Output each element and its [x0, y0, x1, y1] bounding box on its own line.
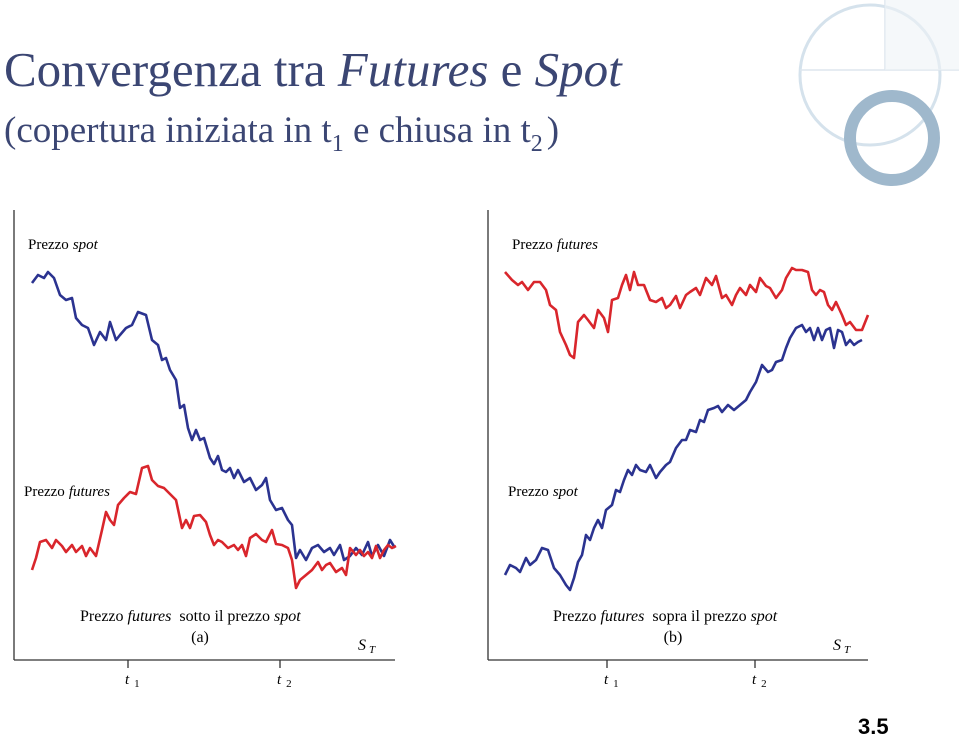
subtitle-text: (copertura iniziata in t: [4, 110, 332, 151]
panel-tag: (a): [191, 629, 209, 646]
curve-label: Prezzo spot: [508, 484, 579, 500]
label-em: spot: [553, 484, 579, 500]
caption-em: futures: [128, 608, 172, 625]
caption-text: sotto il prezzo: [179, 608, 270, 625]
caption: Prezzo futures sotto il prezzo spot: [80, 608, 301, 625]
subtitle-text: e chiusa in t: [353, 110, 531, 151]
end-sub: T: [369, 644, 376, 656]
label-text: Prezzo: [512, 237, 553, 253]
tick-sub: 1: [134, 678, 140, 690]
panel-b-shapes: [487, 210, 870, 668]
futures-curve: [504, 266, 870, 360]
page-number: 3.5: [858, 714, 889, 737]
spot-curve: [503, 323, 863, 592]
end-main: S: [358, 637, 366, 654]
caption: Prezzo futures sopra il prezzo spot: [553, 608, 778, 625]
spot-curve: [30, 270, 397, 562]
panel-tag: (b): [664, 629, 683, 646]
caption-text: Prezzo: [80, 608, 124, 625]
title-text: e: [501, 42, 523, 97]
tick-sub: 2: [761, 678, 767, 690]
caption-text: Prezzo: [553, 608, 597, 625]
tick-main: t: [125, 672, 130, 688]
end-sub: T: [844, 644, 851, 656]
tick-sub: 2: [286, 678, 292, 690]
subtitle-text: ): [547, 110, 559, 151]
subtitle: (copertura iniziata in t1 e chiusa in t2…: [4, 110, 559, 160]
caption-em: futures: [601, 608, 645, 625]
label-em: futures: [69, 484, 110, 500]
subtitle-sub: 1: [332, 131, 344, 157]
tick-main: t: [752, 672, 757, 688]
label-em: spot: [73, 237, 99, 253]
title-text: Convergenza tra: [4, 42, 326, 97]
title-text: Spot: [535, 42, 624, 97]
title: Convergenza tra Futures e Spot: [4, 42, 623, 97]
caption-em: spot: [751, 608, 778, 625]
curve-label: Prezzo spot: [28, 237, 99, 253]
caption-em: spot: [274, 608, 301, 625]
label-text: Prezzo: [28, 237, 69, 253]
label-text: Prezzo: [24, 484, 65, 500]
panel-a-shapes: [13, 210, 397, 668]
caption-text: sopra il prezzo: [652, 608, 746, 625]
label-text: Prezzo: [508, 484, 549, 500]
decoration: [798, 0, 959, 190]
end-main: S: [833, 637, 841, 654]
subtitle-sub: 2: [531, 131, 543, 157]
curve-label: Prezzo futures: [24, 484, 110, 500]
futures-curve: [30, 464, 397, 590]
tick-main: t: [604, 672, 609, 688]
curve-label: Prezzo futures: [512, 237, 598, 253]
title-text: Futures: [337, 42, 489, 97]
tick-main: t: [277, 672, 282, 688]
tick-sub: 1: [613, 678, 619, 690]
label-em: futures: [557, 237, 598, 253]
